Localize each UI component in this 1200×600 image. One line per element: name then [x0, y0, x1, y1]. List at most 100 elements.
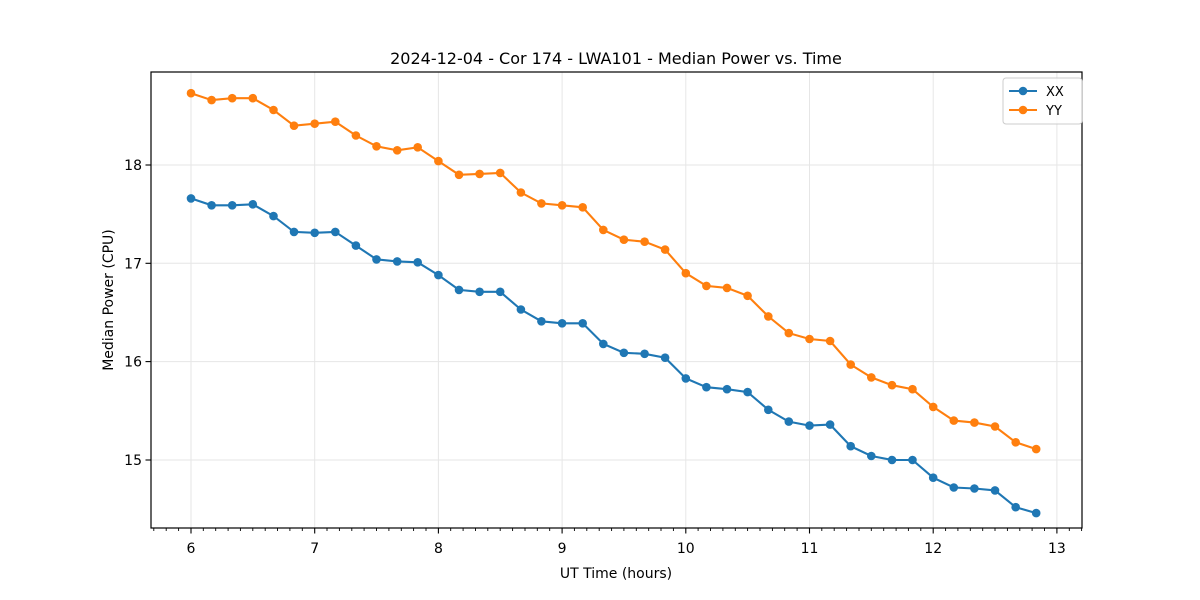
- data-point-xx: [825, 420, 835, 429]
- data-point-yy: [207, 95, 216, 105]
- data-point-xx: [413, 258, 423, 267]
- grid-layer: [151, 72, 1082, 528]
- data-point-xx: [846, 441, 855, 451]
- data-point-yy: [722, 283, 732, 293]
- y-axis-label: Median Power (CPU): [101, 229, 117, 371]
- data-point-xx: [372, 255, 381, 264]
- legend: XX YY: [1002, 77, 1083, 125]
- data-point-yy: [764, 312, 773, 321]
- data-point-yy: [928, 402, 938, 412]
- data-point-xx: [289, 227, 299, 237]
- x-tick-label: 7: [310, 541, 319, 557]
- data-point-yy: [681, 268, 691, 278]
- legend-frame: [1002, 77, 1083, 125]
- data-point-yy: [413, 143, 423, 152]
- data-point-xx: [454, 285, 464, 295]
- chart-title: 2024-12-04 - Cor 174 - LWA101 - Median P…: [390, 49, 842, 68]
- data-point-yy: [660, 245, 670, 254]
- data-point-yy: [908, 384, 917, 394]
- data-point-yy: [269, 105, 278, 115]
- data-point-yy: [248, 93, 258, 103]
- data-point-yy: [640, 237, 649, 246]
- legend-swatch-marker-xx: [1018, 86, 1028, 96]
- data-point-yy: [1031, 444, 1041, 454]
- data-point-xx: [908, 455, 917, 465]
- x-tick-label: 10: [677, 541, 695, 557]
- legend-swatch-marker-yy: [1018, 105, 1028, 115]
- data-point-xx: [867, 451, 876, 461]
- data-point-xx: [207, 201, 216, 210]
- data-point-xx: [557, 319, 567, 328]
- data-point-yy: [372, 142, 381, 151]
- data-point-xx: [1031, 508, 1041, 518]
- data-point-xx: [516, 305, 526, 314]
- data-point-yy: [887, 380, 897, 390]
- data-point-xx: [186, 194, 196, 203]
- x-tick-label: 8: [434, 541, 443, 557]
- data-point-yy: [227, 93, 237, 103]
- data-point-xx: [928, 473, 938, 483]
- x-tick-label: 9: [558, 541, 567, 557]
- data-point-yy: [1011, 438, 1020, 447]
- data-point-xx: [660, 353, 670, 363]
- tick-layer: 6 7 8 9 10 11 12 13 15 16 17 18: [124, 158, 1083, 557]
- data-point-yy: [784, 328, 794, 338]
- data-point-xx: [681, 374, 691, 383]
- data-point-yy: [331, 117, 340, 126]
- data-point-yy: [310, 119, 320, 128]
- plot-border: [150, 71, 1083, 529]
- data-point-xx: [392, 257, 402, 266]
- data-point-xx: [764, 405, 773, 415]
- data-point-yy: [743, 291, 752, 301]
- series-line-yy: [190, 92, 1037, 451]
- data-point-xx: [640, 349, 649, 359]
- data-point-xx: [722, 384, 732, 394]
- data-point-xx: [475, 287, 484, 297]
- data-point-yy: [289, 121, 299, 130]
- data-point-xx: [743, 387, 752, 397]
- series-layer: [186, 88, 1041, 518]
- data-point-yy: [949, 416, 959, 425]
- y-tick-label: 18: [124, 158, 142, 174]
- data-point-yy: [825, 336, 835, 346]
- legend-label-yy: YY: [1045, 104, 1062, 119]
- series-line-xx: [190, 197, 1037, 515]
- data-point-yy: [846, 360, 855, 369]
- data-point-xx: [310, 228, 320, 238]
- x-tick-label: 13: [1048, 541, 1066, 557]
- data-point-xx: [331, 227, 340, 237]
- data-point-yy: [619, 235, 629, 244]
- x-tick-label: 12: [924, 541, 942, 557]
- data-point-yy: [599, 225, 608, 235]
- data-point-yy: [351, 131, 361, 140]
- y-tick-label: 17: [124, 256, 142, 272]
- data-point-yy: [434, 156, 443, 166]
- data-point-yy: [475, 169, 484, 179]
- data-point-yy: [186, 88, 196, 98]
- data-point-yy: [495, 168, 505, 178]
- data-point-yy: [805, 334, 814, 344]
- x-tick-label: 11: [801, 541, 819, 557]
- data-point-xx: [269, 211, 278, 221]
- data-point-yy: [867, 373, 876, 382]
- y-tick-label: 15: [124, 453, 142, 469]
- data-point-xx: [1011, 502, 1020, 512]
- data-point-yy: [516, 188, 526, 197]
- y-tick-label: 16: [124, 355, 142, 371]
- data-point-xx: [990, 486, 1000, 495]
- data-point-xx: [351, 241, 361, 250]
- data-point-yy: [702, 281, 711, 291]
- legend-label-xx: XX: [1046, 85, 1064, 100]
- data-point-xx: [248, 200, 258, 209]
- x-axis-label: UT Time (hours): [560, 566, 672, 582]
- data-point-xx: [619, 348, 629, 358]
- data-point-xx: [578, 319, 587, 328]
- data-point-yy: [557, 201, 567, 210]
- data-point-xx: [495, 287, 505, 297]
- data-point-xx: [887, 455, 897, 465]
- data-point-yy: [578, 203, 587, 212]
- data-point-xx: [599, 339, 608, 349]
- data-point-xx: [702, 382, 711, 392]
